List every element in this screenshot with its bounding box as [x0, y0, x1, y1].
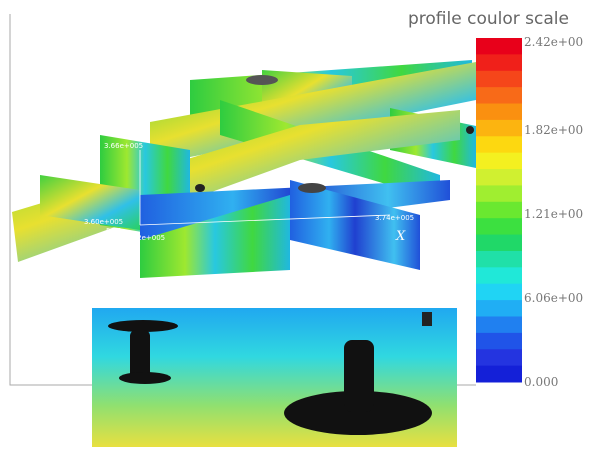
coord-label: 3.74e+005 [375, 214, 414, 222]
scale-label: 1.82e+00 [524, 123, 583, 137]
scale-label: 1.21e+00 [524, 207, 583, 221]
color-band [476, 54, 522, 71]
color-band [476, 267, 522, 284]
axis-label: Y [86, 127, 96, 142]
color-band [476, 87, 522, 104]
axis-label: X [395, 229, 406, 244]
object [195, 184, 205, 192]
coord-label: 3.60e+005 [84, 218, 123, 226]
object [246, 75, 278, 85]
color-band [476, 185, 522, 202]
page: {"title": "profile coulor scale", "scale… [0, 0, 593, 449]
scale-label: 0.000 [524, 375, 558, 389]
color-band [476, 153, 522, 170]
coord-label: -47.1 [116, 280, 134, 288]
object [466, 126, 474, 134]
object [422, 312, 432, 326]
color-band [476, 71, 522, 88]
coord-label: -20.7 [113, 254, 131, 262]
scale-label: 2.42e+00 [524, 35, 583, 49]
color-band [476, 251, 522, 268]
color-band [476, 169, 522, 186]
color-band [476, 104, 522, 121]
color-band [476, 349, 522, 366]
color-band [476, 300, 522, 317]
color-band [476, 218, 522, 235]
coord-label: 3.66e+005 [118, 67, 157, 75]
color-bar [476, 38, 522, 383]
object [119, 372, 171, 384]
coord-label: 3.66e+005 [104, 142, 143, 150]
color-band [476, 120, 522, 137]
coord-label: 5.70 [106, 227, 122, 235]
visualization: 3.66e+005 3.66e+005 3.60e+005 5.70 3.72e… [0, 0, 593, 449]
object [298, 183, 326, 193]
color-band [476, 284, 522, 301]
color-band [476, 202, 522, 219]
object [344, 340, 374, 412]
color-band [476, 366, 522, 383]
scale-label: 6.06e+00 [524, 291, 583, 305]
axis-label: Z [94, 259, 105, 274]
color-band [476, 316, 522, 333]
color-band [476, 136, 522, 153]
scale-title: profile coulor scale [408, 9, 569, 29]
color-band [476, 38, 522, 55]
scene [12, 60, 476, 278]
color-band [476, 333, 522, 350]
color-band [476, 235, 522, 252]
coord-label: 3.72e+005 [126, 234, 165, 242]
inset [92, 308, 457, 447]
